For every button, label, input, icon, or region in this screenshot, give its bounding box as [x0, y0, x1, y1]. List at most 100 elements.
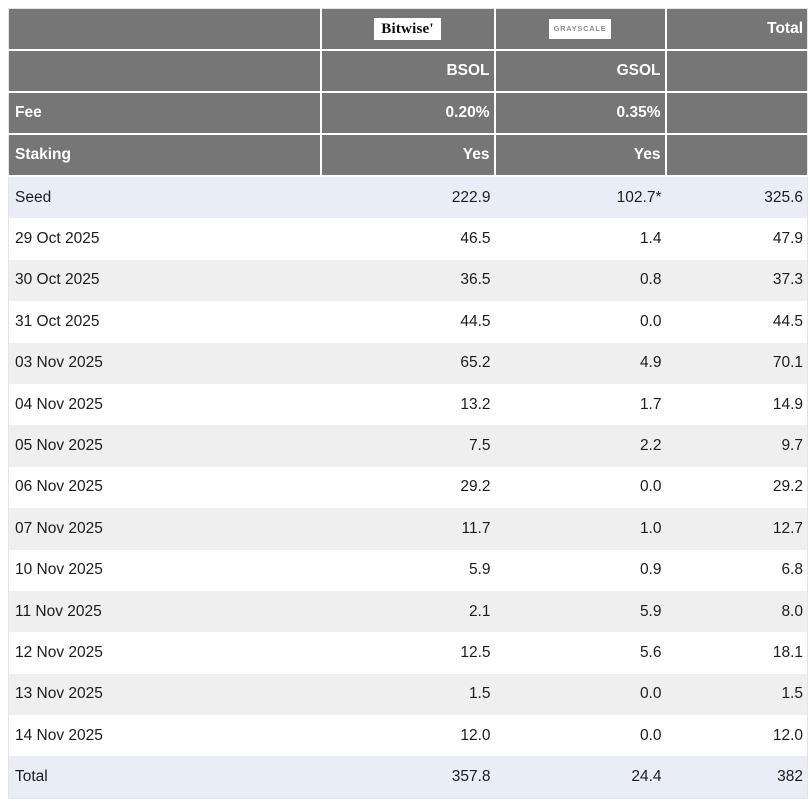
seed-row: Seed 222.9 102.7* 325.6 [8, 176, 808, 219]
bsol-value-cell: 222.9 [320, 176, 495, 219]
gsol-value-cell: 102.7* [494, 176, 666, 219]
total-value-cell: 29.2 [665, 466, 808, 509]
gsol-value-cell: 0.0 [494, 301, 666, 343]
row-label-cell: 04 Nov 2025 [8, 383, 321, 426]
gsol-value-cell: 0.9 [494, 549, 666, 591]
bsol-value-cell: 1.5 [320, 673, 495, 716]
row-label-cell: 07 Nov 2025 [8, 508, 321, 550]
gsol-value-cell: 1.7 [494, 383, 666, 426]
total-value-cell: 44.5 [665, 301, 808, 343]
ticker-header-row: BSOL GSOL [8, 50, 808, 93]
bsol-value-cell: 13.2 [320, 383, 495, 426]
row-label-cell: 10 Nov 2025 [8, 549, 321, 591]
bsol-fee-cell: 0.20% [320, 92, 496, 135]
total-value-cell: 9.7 [665, 425, 808, 467]
total-value-cell: 325.6 [665, 176, 808, 219]
bitwise-logo: Bitwise' [374, 18, 441, 40]
gsol-value-cell: 0.0 [494, 715, 666, 757]
row-label-cell: Total [8, 756, 321, 799]
bsol-value-cell: 46.5 [320, 218, 495, 260]
gsol-value-cell: 5.6 [494, 632, 666, 674]
total-value-cell: 1.5 [665, 673, 808, 716]
total-value-cell: 70.1 [665, 342, 808, 384]
date-row: 13 Nov 2025 1.5 0.0 1.5 [8, 673, 808, 716]
grayscale-logo: GRAYSCALE [548, 19, 612, 39]
gsol-fee-cell: 0.35% [494, 92, 667, 135]
table-body: Seed 222.9 102.7* 325.6 29 Oct 2025 46.5… [8, 176, 808, 799]
row-label-cell: 30 Oct 2025 [8, 259, 321, 302]
bsol-value-cell: 357.8 [320, 756, 495, 799]
date-row: 31 Oct 2025 44.5 0.0 44.5 [8, 301, 808, 343]
date-row: 07 Nov 2025 11.7 1.0 12.7 [8, 508, 808, 550]
row-label-cell: 14 Nov 2025 [8, 715, 321, 757]
total-row: Total 357.8 24.4 382 [8, 756, 808, 799]
total-column-header: Total [665, 8, 808, 51]
row-label-cell: 03 Nov 2025 [8, 342, 321, 384]
total-value-cell: 37.3 [665, 259, 808, 302]
date-row: 06 Nov 2025 29.2 0.0 29.2 [8, 466, 808, 509]
total-value-cell: 14.9 [665, 383, 808, 426]
gsol-value-cell: 1.0 [494, 508, 666, 550]
row-label-cell: 11 Nov 2025 [8, 590, 321, 633]
gsol-value-cell: 0.8 [494, 259, 666, 302]
date-row: 30 Oct 2025 36.5 0.8 37.3 [8, 259, 808, 302]
bsol-value-cell: 12.5 [320, 632, 495, 674]
total-value-cell: 18.1 [665, 632, 808, 674]
bsol-value-cell: 44.5 [320, 301, 495, 343]
date-row: 10 Nov 2025 5.9 0.9 6.8 [8, 549, 808, 591]
bsol-value-cell: 7.5 [320, 425, 495, 467]
date-row: 11 Nov 2025 2.1 5.9 8.0 [8, 590, 808, 633]
row-label-cell: 05 Nov 2025 [8, 425, 321, 467]
fee-row-label: Fee [8, 92, 322, 135]
date-row: 05 Nov 2025 7.5 2.2 9.7 [8, 425, 808, 467]
row-label-cell: Seed [8, 176, 321, 219]
row-label-cell: 31 Oct 2025 [8, 301, 321, 343]
gsol-value-cell: 24.4 [494, 756, 666, 799]
gsol-staking-cell: Yes [494, 134, 667, 177]
gsol-value-cell: 2.2 [494, 425, 666, 467]
gsol-value-cell: 4.9 [494, 342, 666, 384]
row-label-cell: 13 Nov 2025 [8, 673, 321, 716]
bsol-value-cell: 5.9 [320, 549, 495, 591]
gsol-value-cell: 1.4 [494, 218, 666, 260]
bsol-value-cell: 36.5 [320, 259, 495, 302]
total-value-cell: 47.9 [665, 218, 808, 260]
bsol-value-cell: 12.0 [320, 715, 495, 757]
date-row: 12 Nov 2025 12.5 5.6 18.1 [8, 632, 808, 674]
table-header: Bitwise' GRAYSCALE Total BSOL GSOL Fee 0… [8, 8, 808, 177]
ticker-total-empty-cell [665, 50, 808, 93]
staking-row: Staking Yes Yes [8, 134, 808, 177]
total-value-cell: 12.0 [665, 715, 808, 757]
gsol-value-cell: 0.0 [494, 673, 666, 716]
row-label-cell: 06 Nov 2025 [8, 466, 321, 509]
bsol-value-cell: 29.2 [320, 466, 495, 509]
issuer-header-empty-cell [8, 8, 322, 51]
etf-flows-comparison-table: Bitwise' GRAYSCALE Total BSOL GSOL Fee 0… [8, 8, 808, 799]
gsol-ticker-header: GSOL [494, 50, 667, 93]
bsol-ticker-header: BSOL [320, 50, 496, 93]
grayscale-issuer-cell: GRAYSCALE [494, 8, 667, 51]
date-row: 14 Nov 2025 12.0 0.0 12.0 [8, 715, 808, 757]
gsol-value-cell: 0.0 [494, 466, 666, 509]
fee-row: Fee 0.20% 0.35% [8, 92, 808, 135]
date-row: 04 Nov 2025 13.2 1.7 14.9 [8, 383, 808, 426]
bsol-value-cell: 65.2 [320, 342, 495, 384]
bsol-staking-cell: Yes [320, 134, 496, 177]
bsol-value-cell: 2.1 [320, 590, 495, 633]
bitwise-issuer-cell: Bitwise' [320, 8, 496, 51]
bsol-value-cell: 11.7 [320, 508, 495, 550]
row-label-cell: 29 Oct 2025 [8, 218, 321, 260]
total-value-cell: 382 [665, 756, 808, 799]
issuer-header-row: Bitwise' GRAYSCALE Total [8, 8, 808, 51]
fee-total-empty-cell [665, 92, 808, 135]
total-value-cell: 6.8 [665, 549, 808, 591]
date-row: 03 Nov 2025 65.2 4.9 70.1 [8, 342, 808, 384]
staking-total-empty-cell [665, 134, 808, 177]
total-value-cell: 8.0 [665, 590, 808, 633]
date-row: 29 Oct 2025 46.5 1.4 47.9 [8, 218, 808, 260]
staking-row-label: Staking [8, 134, 322, 177]
ticker-header-empty-cell [8, 50, 322, 93]
gsol-value-cell: 5.9 [494, 590, 666, 633]
row-label-cell: 12 Nov 2025 [8, 632, 321, 674]
